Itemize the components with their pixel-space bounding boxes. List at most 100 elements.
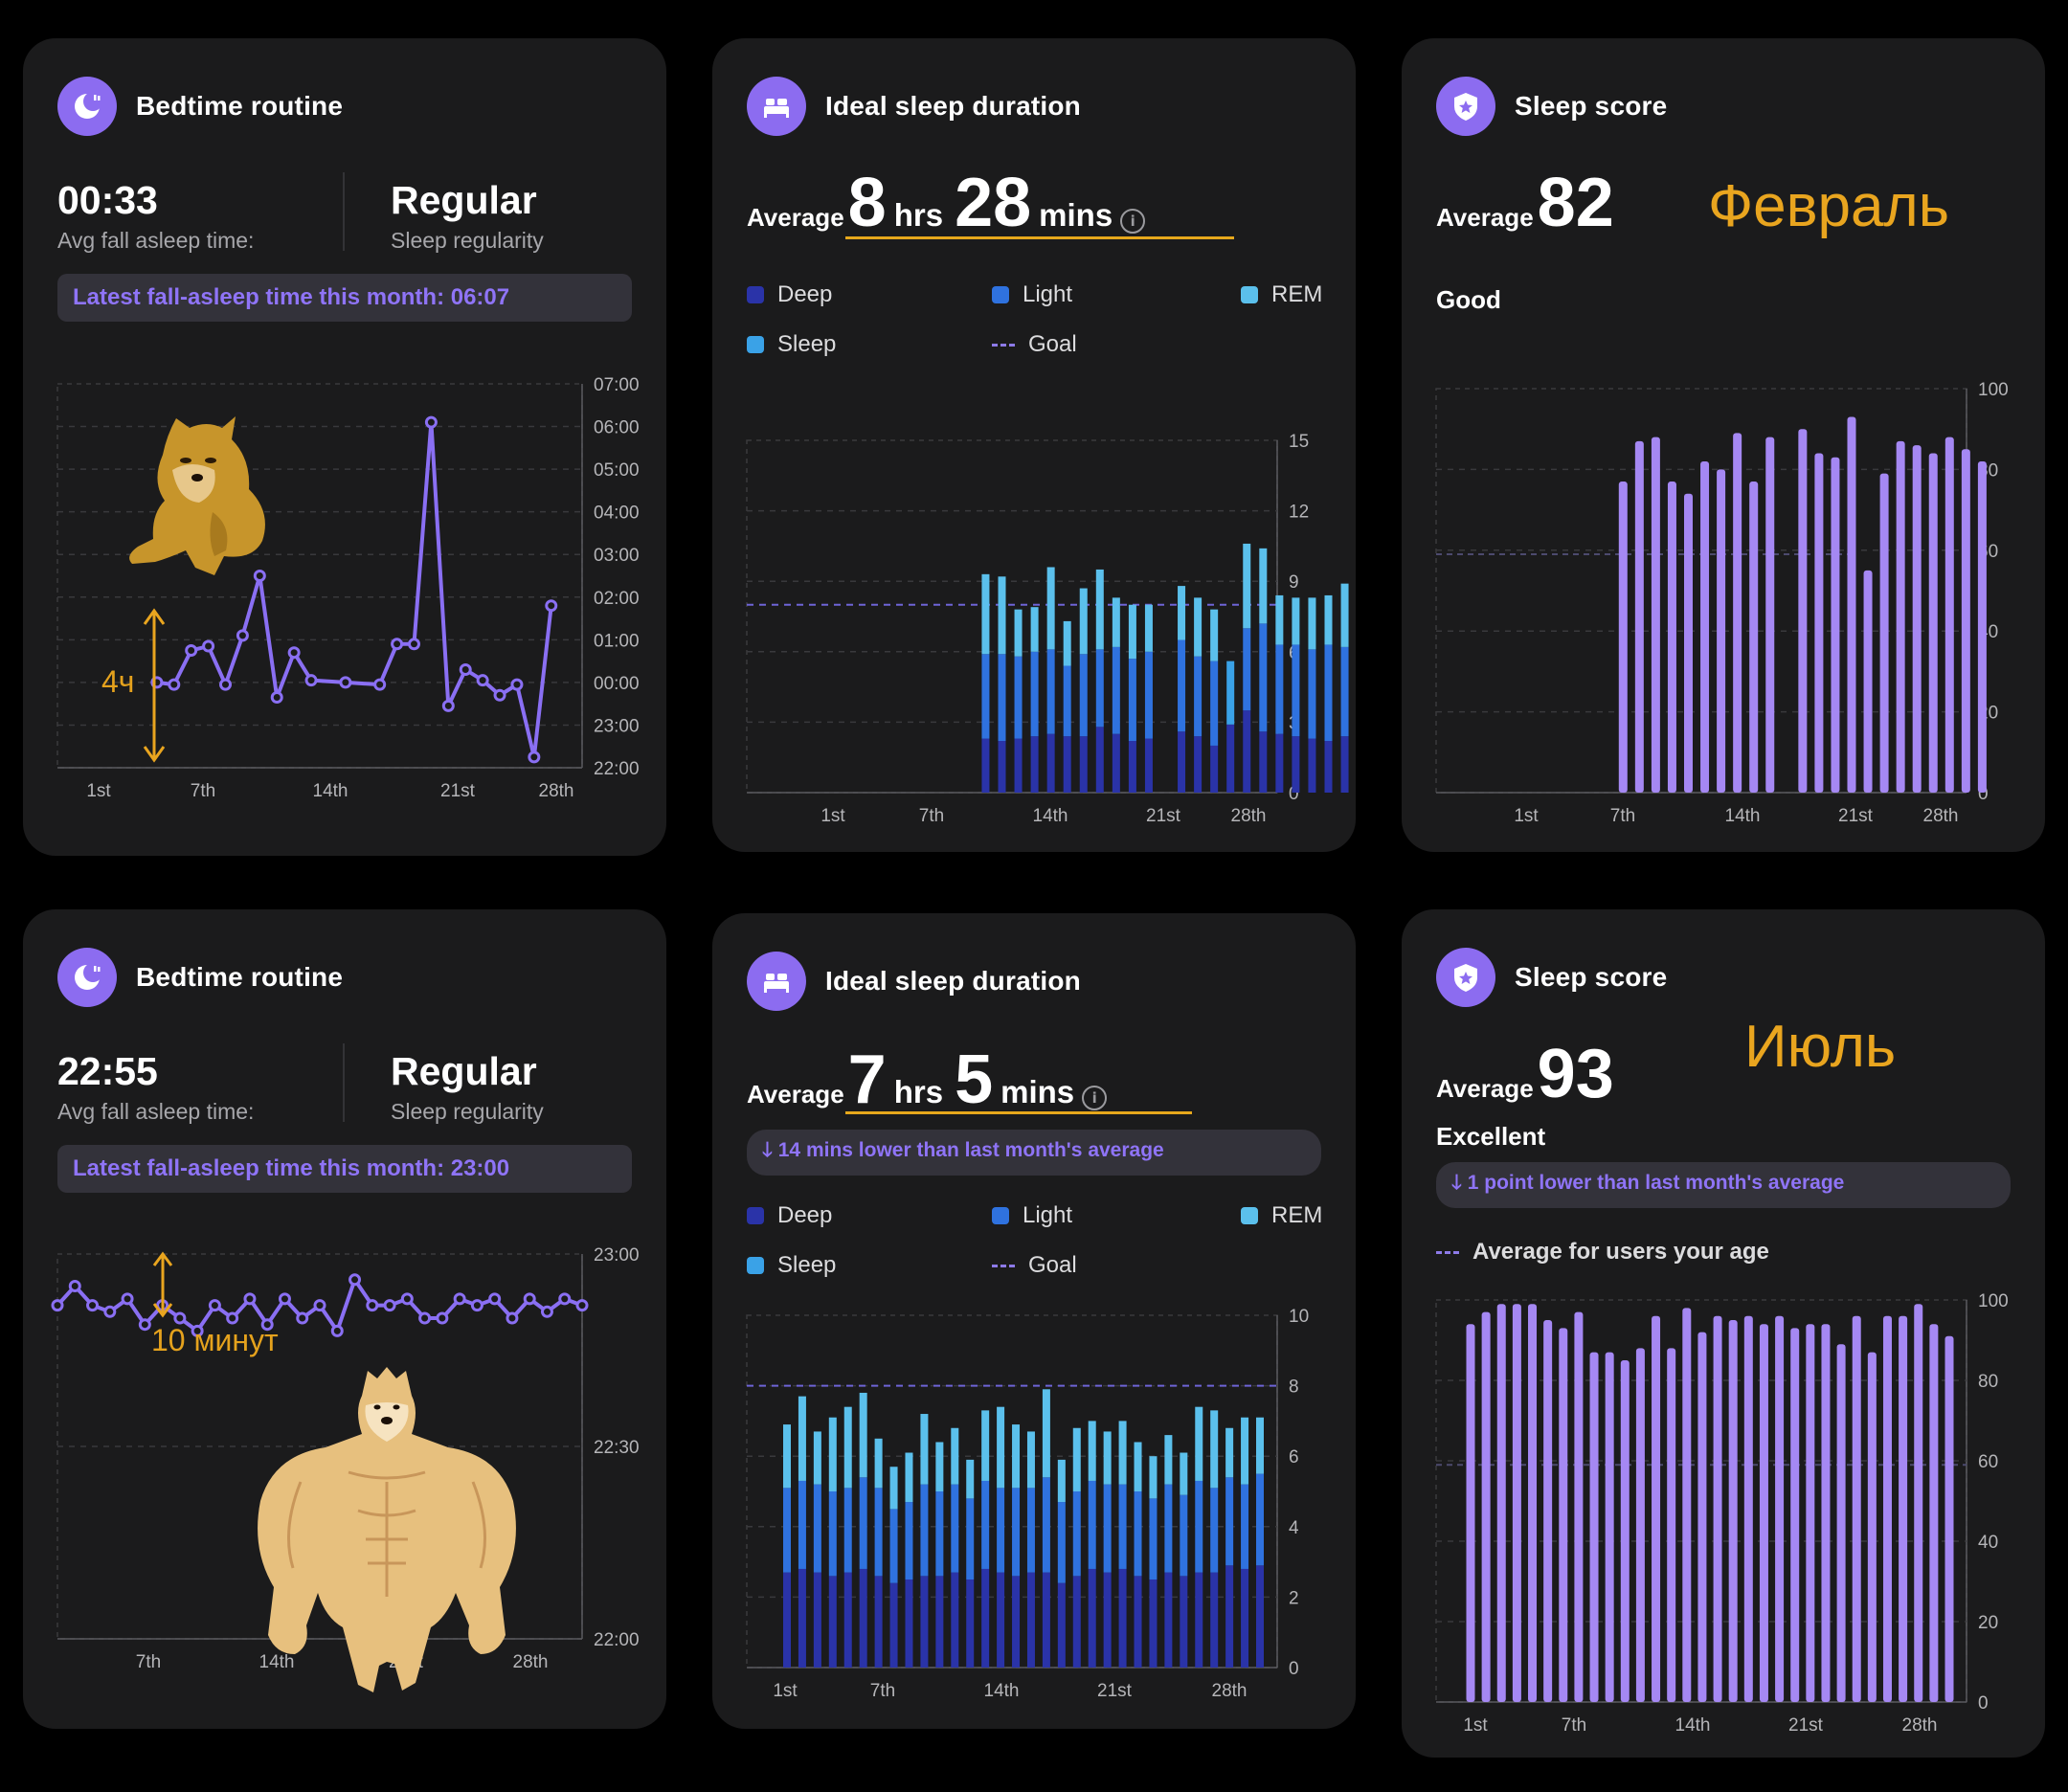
bar-segment-deep — [1079, 736, 1088, 793]
x-tick-label: 14th — [1725, 806, 1761, 826]
y-tick-label: 01:00 — [594, 631, 640, 651]
score-bar — [1667, 1348, 1676, 1702]
bar-segment-deep — [1256, 1565, 1264, 1668]
bar-segment-rem — [783, 1424, 791, 1489]
bedtime-point — [470, 1299, 483, 1312]
legend-sleep: Sleep — [747, 331, 836, 358]
legend-label: Goal — [1028, 331, 1077, 357]
bar-segment-rem — [920, 1414, 929, 1485]
bedtime-point — [68, 1280, 81, 1292]
score-card-jul[interactable]: Sleep score Average 93 Excellent Июль 🡓 … — [1402, 909, 2045, 1758]
average-label: Average — [1436, 203, 1534, 232]
bar-segment-light — [1012, 1488, 1021, 1577]
score-bar — [1635, 1348, 1645, 1702]
bedtime-point — [138, 1318, 151, 1332]
legend-label: Sleep — [777, 331, 837, 357]
y-tick-label: 0 — [1978, 1693, 1989, 1714]
bar-segment-rem — [1128, 604, 1136, 660]
bedtime-point — [424, 415, 438, 429]
bar-segment-deep — [1149, 1579, 1158, 1668]
legend-rem: REM — [1241, 281, 1322, 308]
x-tick-label: 28th — [1923, 806, 1959, 826]
avg-bedtime-value: 22:55 — [57, 1049, 158, 1093]
y-tick-label: 0 — [1289, 784, 1299, 804]
bar-segment-light — [1225, 1477, 1234, 1566]
bedtime-card-jul[interactable]: Bedtime routine 22:55 Avg fall asleep ti… — [23, 909, 666, 1729]
bar-segment-rem — [1134, 1442, 1142, 1491]
score-bar — [1684, 493, 1693, 793]
bar-segment-deep — [920, 1576, 929, 1668]
minutes-unit: mins — [1039, 197, 1113, 233]
bar-segment-rem — [1030, 607, 1039, 652]
legend-label: Light — [1023, 281, 1073, 307]
bar-segment-rem — [1178, 586, 1186, 640]
y-tick-label: 07:00 — [594, 375, 640, 395]
bar-segment-light — [1308, 649, 1316, 739]
score-bar — [1700, 460, 1710, 793]
bedtime-point — [173, 1311, 187, 1325]
bar-segment-rem — [1256, 1417, 1264, 1474]
bedtime-point — [304, 674, 318, 687]
duration-card-feb[interactable]: Ideal sleep duration Average 8 hrs 28 mi… — [712, 38, 1356, 852]
bedtime-point — [330, 1324, 344, 1337]
minutes-value: 5 — [955, 1042, 994, 1118]
bar-segment-deep — [935, 1576, 944, 1668]
bar-segment-rem — [1195, 1406, 1203, 1481]
bar-segment-light — [1210, 1488, 1219, 1573]
y-tick-label: 4 — [1289, 1518, 1299, 1538]
bar-segment-rem — [1144, 604, 1153, 652]
bar-segment-deep — [1178, 731, 1186, 793]
bar-segment-deep — [1134, 1576, 1142, 1668]
bar-segment-deep — [1012, 1576, 1021, 1668]
score-bar — [1977, 460, 1987, 793]
bar-segment-light — [1095, 649, 1104, 728]
score-card-feb[interactable]: Sleep score Average 82 Good Февраль 0 20 4… — [1402, 38, 2045, 852]
bar-segment-light — [798, 1480, 806, 1569]
bar-segment-deep — [783, 1572, 791, 1668]
x-tick-label: 1st — [820, 806, 845, 826]
bedtime-point — [278, 1292, 291, 1306]
bedtime-point — [523, 1292, 536, 1306]
score-bar — [1620, 1360, 1630, 1702]
bedtime-point — [185, 643, 198, 657]
score-bar — [1944, 437, 1954, 793]
bedtime-point — [86, 1299, 100, 1312]
score-value: 93 — [1537, 1036, 1614, 1112]
x-tick-label: 28th — [1231, 806, 1267, 826]
score-bar — [1733, 433, 1742, 793]
average-duration: Average 7 hrs 5 mins i — [747, 1042, 1108, 1118]
score-bar — [1749, 482, 1759, 793]
y-tick-label: 100 — [1978, 1291, 2009, 1311]
score-bar — [1605, 1352, 1614, 1702]
bar-segment-light — [1026, 1488, 1035, 1573]
score-bar — [1618, 482, 1628, 793]
score-bar — [1559, 1328, 1568, 1702]
bedtime-point — [260, 1318, 274, 1332]
sleep-swatch — [747, 336, 764, 353]
info-icon[interactable]: i — [1082, 1086, 1108, 1110]
bar-segment-rem — [1072, 1427, 1081, 1491]
shield-star-icon — [1436, 948, 1495, 1007]
bar-segment-light — [997, 1488, 1005, 1573]
bar-segment-rem — [813, 1431, 821, 1485]
score-bar — [1831, 457, 1840, 793]
x-tick-label: 7th — [919, 806, 944, 826]
bedtime-point — [540, 1305, 553, 1318]
bar-segment-light — [813, 1484, 821, 1573]
bar-segment-rem — [1324, 594, 1333, 645]
duration-card-jul[interactable]: Ideal sleep duration Average 7 hrs 5 min… — [712, 913, 1356, 1729]
bar-segment-light — [905, 1502, 913, 1579]
info-icon[interactable]: i — [1120, 209, 1146, 234]
card-title: Ideal sleep duration — [825, 966, 1081, 996]
legend-deep: Deep — [747, 1202, 832, 1229]
bar-segment-rem — [1046, 567, 1055, 650]
bar-segment-rem — [1210, 609, 1219, 661]
score-bar — [1682, 1308, 1692, 1702]
score-bar — [1961, 449, 1970, 793]
x-tick-label: 21st — [1146, 806, 1181, 826]
moon-clock-icon — [57, 77, 117, 136]
bedtime-card-feb[interactable]: Bedtime routine 00:33 Avg fall asleep ti… — [23, 38, 666, 856]
y-tick-label: 2 — [1289, 1588, 1299, 1608]
y-tick-label: 04:00 — [594, 504, 640, 524]
